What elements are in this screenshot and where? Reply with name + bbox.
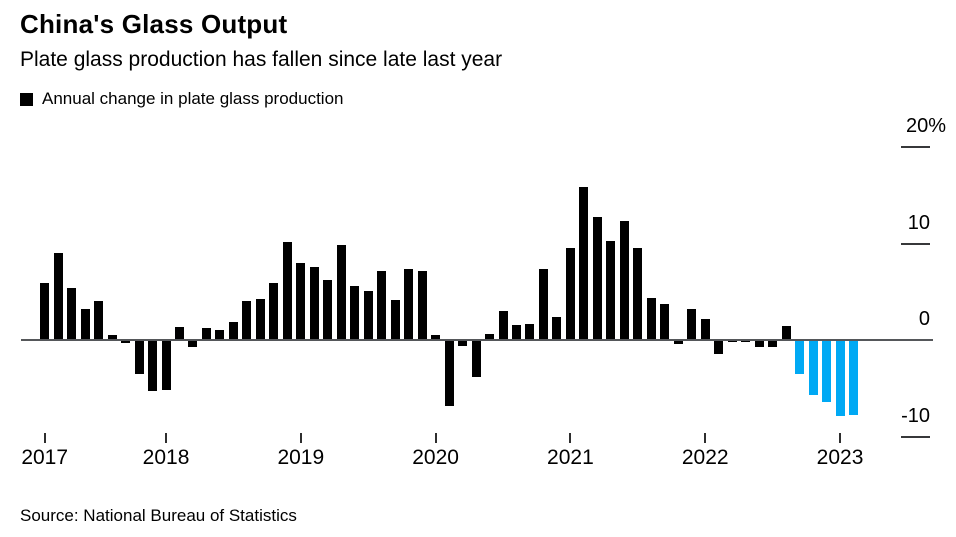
- chart-subtitle: Plate glass production has fallen since …: [20, 48, 503, 71]
- bar: [808, 340, 818, 395]
- x-axis-label: 2021: [547, 446, 594, 469]
- bar: [53, 253, 63, 340]
- bar: [296, 262, 306, 340]
- bar: [512, 324, 521, 340]
- bar: [687, 309, 697, 340]
- bar: [269, 283, 279, 340]
- bar: [754, 340, 764, 347]
- bar: [565, 248, 575, 340]
- bar: [579, 186, 589, 340]
- bar: [444, 340, 454, 406]
- bar: [175, 327, 184, 340]
- bar: [404, 268, 414, 340]
- bar: [40, 283, 50, 340]
- bar: [849, 340, 858, 415]
- x-axis-zero-line: [21, 339, 933, 341]
- bar: [795, 340, 805, 374]
- x-axis-tick: [43, 433, 46, 443]
- bar: [282, 241, 292, 340]
- legend-swatch-icon: [20, 92, 33, 106]
- bar: [835, 340, 845, 417]
- chart-legend: Annual change in plate glass production: [20, 89, 344, 109]
- bar: [148, 340, 158, 392]
- bar: [485, 334, 495, 340]
- bar: [255, 298, 265, 340]
- bar: [458, 340, 468, 347]
- x-axis-tick: [704, 433, 707, 443]
- x-axis-label: 2017: [21, 446, 69, 469]
- y-axis-tick: [901, 435, 930, 438]
- bar: [134, 340, 144, 374]
- x-axis-label: 2020: [412, 446, 459, 469]
- x-axis-label: 2023: [816, 446, 864, 469]
- bar: [619, 221, 629, 340]
- x-axis-label: 2019: [277, 446, 325, 469]
- bar: [107, 335, 117, 340]
- bar: [498, 310, 508, 340]
- bar: [215, 330, 225, 340]
- bar: [94, 301, 104, 340]
- bar: [309, 266, 319, 340]
- bar: [471, 340, 481, 377]
- bar: [350, 286, 360, 340]
- bar: [822, 340, 832, 402]
- bar: [714, 340, 724, 354]
- chart-title: China's Glass Output: [20, 9, 288, 39]
- x-axis-tick: [434, 433, 437, 443]
- bar: [700, 319, 710, 340]
- y-axis-label: 10: [907, 211, 930, 234]
- bar: [633, 248, 643, 340]
- x-axis-tick: [299, 433, 302, 443]
- y-axis-tick: [901, 146, 930, 148]
- x-axis-tick: [165, 433, 168, 443]
- bar: [161, 340, 171, 391]
- bar: [67, 287, 77, 340]
- bar: [660, 304, 670, 340]
- bar: [592, 217, 602, 340]
- bar: [673, 340, 683, 344]
- bar: [727, 340, 737, 343]
- x-axis-label: 2018: [142, 446, 190, 469]
- bar: [417, 270, 427, 340]
- y-axis-label: 20%: [905, 115, 946, 137]
- x-axis-label: 2022: [681, 446, 729, 469]
- bar: [781, 326, 791, 340]
- bar: [525, 323, 535, 340]
- bar: [201, 328, 211, 340]
- y-axis-label: -10: [901, 404, 930, 427]
- bar: [431, 335, 441, 340]
- bar: [646, 297, 656, 340]
- bar: [768, 340, 778, 347]
- bar: [323, 280, 333, 340]
- x-axis-tick: [569, 433, 572, 443]
- bar: [552, 316, 562, 340]
- bar: [377, 271, 387, 340]
- bar: [242, 301, 252, 340]
- bar: [188, 340, 198, 348]
- x-axis-tick: [839, 433, 842, 443]
- bar: [538, 268, 548, 340]
- bar: [390, 300, 400, 340]
- bar: [336, 245, 346, 340]
- bar: [228, 321, 238, 340]
- bar: [606, 240, 616, 340]
- bar: [80, 309, 90, 340]
- legend-label: Annual change in plate glass production: [42, 89, 344, 108]
- y-axis-label: 0: [918, 308, 930, 330]
- source-note: Source: National Bureau of Statistics: [20, 506, 297, 525]
- y-axis-tick: [901, 242, 930, 245]
- bar: [121, 340, 131, 344]
- bar: [363, 290, 373, 340]
